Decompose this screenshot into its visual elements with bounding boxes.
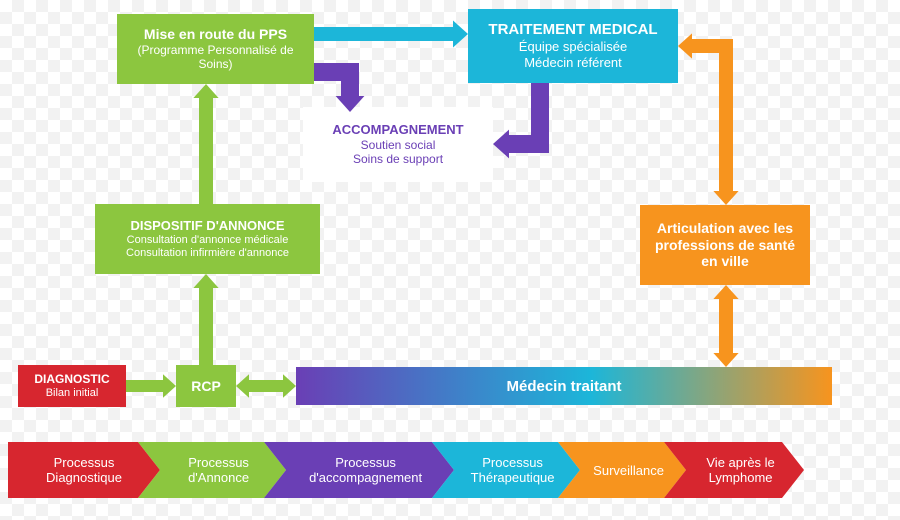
node-accompagnement-sub2: Soins de support (353, 152, 443, 166)
node-traitement-title: TRAITEMENT MEDICAL (488, 21, 657, 39)
medecin-traitant-bar: Médecin traitant (296, 367, 832, 405)
process-chevron-label: Processus d'Annonce (148, 455, 276, 485)
diagram-stage: ACCOMPAGNEMENT Soutien social Soins de s… (0, 0, 900, 520)
node-diagnostic-sub: Bilan initial (46, 387, 99, 400)
node-accompagnement: ACCOMPAGNEMENT Soutien social Soins de s… (303, 107, 493, 182)
node-dispositif-title: DISPOSITIF D'ANNONCE (130, 218, 284, 234)
process-chevron: Processus d'Annonce (138, 442, 286, 498)
node-traitement: TRAITEMENT MEDICAL Équipe spécialisée Mé… (468, 9, 678, 83)
node-dispositif: DISPOSITIF D'ANNONCE Consultation d'anno… (95, 204, 320, 274)
process-chevron: Processus Thérapeutique (432, 442, 580, 498)
node-pps: Mise en route du PPS (Programme Personna… (117, 14, 314, 84)
node-traitement-sub2: Médecin référent (524, 55, 622, 71)
medecin-traitant-label: Médecin traitant (506, 378, 621, 395)
node-rcp-title: RCP (191, 378, 221, 395)
node-rcp: RCP (176, 365, 236, 407)
process-chevron-label: Surveillance (580, 463, 664, 478)
node-articulation-line2: professions de santé (655, 237, 795, 254)
node-pps-sub: (Programme Personnalisé de Soins) (125, 43, 306, 72)
node-traitement-sub1: Équipe spécialisée (519, 39, 627, 55)
node-pps-title: Mise en route du PPS (144, 26, 287, 43)
node-articulation-line1: Articulation avec les (657, 220, 793, 237)
node-dispositif-sub2: Consultation infirmière d'annonce (126, 247, 289, 260)
node-diagnostic-title: DIAGNOSTIC (34, 372, 109, 386)
process-chevron: Processus Diagnostique (8, 442, 160, 498)
node-articulation-line3: en ville (701, 253, 748, 270)
process-chevron: Processus d'accompagnement (264, 442, 454, 498)
process-chevron-label: Processus d'accompagnement (274, 455, 444, 485)
process-chevrons: Processus DiagnostiqueProcessus d'Annonc… (8, 442, 804, 498)
node-accompagnement-title: ACCOMPAGNEMENT (332, 122, 463, 138)
node-diagnostic: DIAGNOSTIC Bilan initial (18, 365, 126, 407)
node-articulation: Articulation avec les professions de san… (640, 205, 810, 285)
node-accompagnement-sub1: Soutien social (361, 138, 436, 152)
node-dispositif-sub1: Consultation d'annonce médicale (127, 234, 289, 247)
process-chevron-label: Vie après le Lymphome (674, 455, 794, 485)
process-chevron-label: Processus Diagnostique (18, 455, 150, 485)
process-chevron-label: Processus Thérapeutique (442, 455, 570, 485)
